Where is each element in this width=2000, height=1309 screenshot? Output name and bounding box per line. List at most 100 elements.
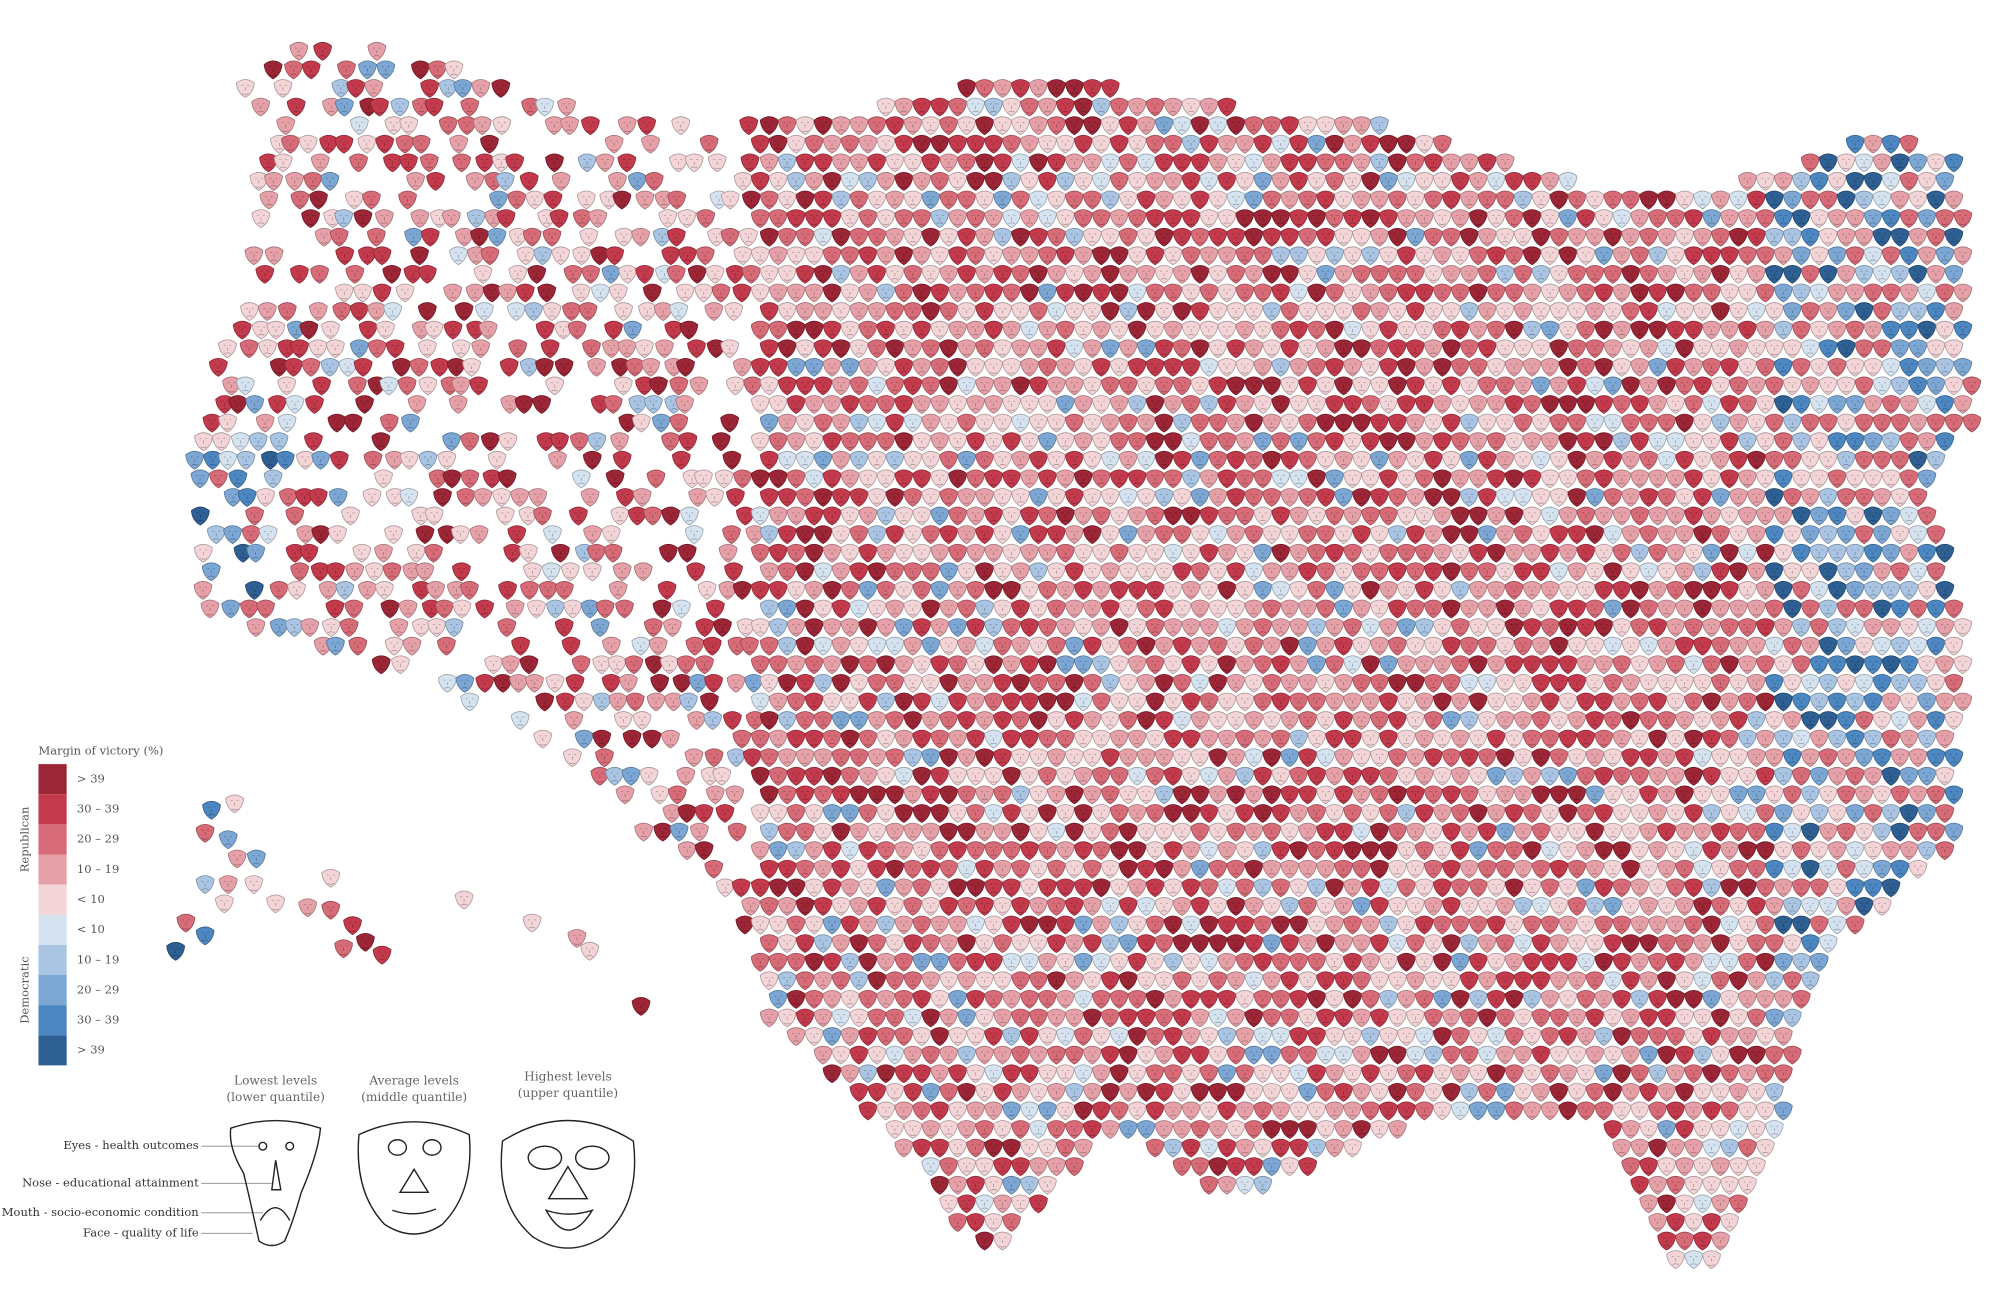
county-face [1370,339,1389,359]
county-face [1729,339,1748,359]
county-face [732,283,752,303]
county-face [411,134,431,154]
county-face [894,357,914,377]
county-face [795,265,815,284]
county-face [1370,116,1389,136]
county-face [1549,376,1569,396]
county-face [1145,395,1165,414]
county-face [1800,413,1820,433]
county-face [1172,190,1192,210]
county-face [822,395,842,414]
county-face [1917,283,1937,303]
county-face [1145,246,1165,266]
face-features [705,140,713,151]
county-face [733,469,752,489]
county-face [417,302,437,321]
county-face [284,357,303,377]
county-face [482,469,502,489]
face-features [1079,103,1088,113]
county-face [768,246,788,266]
county-face [1388,413,1407,433]
county-face [1029,302,1048,321]
county-face [750,357,770,377]
county-face [329,227,349,247]
county-face [457,116,477,136]
county-face [1082,339,1102,359]
face-features [1142,122,1150,132]
county-face [472,116,492,136]
face-features [433,66,442,77]
county-face [1361,209,1380,229]
county-face [1639,339,1659,359]
county-face [1962,376,1982,396]
face-features [1061,103,1070,113]
county-face [1432,209,1452,229]
county-face [1172,413,1192,433]
county-face [1791,320,1811,340]
county-face [562,302,581,321]
county-face [446,357,466,377]
county-face [1334,265,1353,284]
county-face [1630,209,1650,229]
county-face [1657,190,1677,210]
face-features [891,196,899,206]
face-features [582,196,591,206]
county-face [535,97,555,117]
county-face [705,265,725,284]
county-face [1486,357,1506,377]
county-face [1038,134,1057,154]
county-face [489,190,508,210]
county-face [714,469,734,489]
county-face [939,376,959,396]
face-features [1043,103,1052,113]
county-face [1549,265,1569,284]
face-features [369,84,378,94]
county-face [921,190,941,210]
face-features [998,122,1007,132]
county-face [1621,450,1641,470]
county-face [858,432,878,452]
county-face [1747,190,1766,210]
face-features [900,103,908,113]
county-face [1756,357,1775,377]
county-face [1495,302,1515,321]
county-face [507,190,527,210]
county-face [1262,339,1282,359]
county-face [1818,450,1838,470]
county-face [644,395,663,414]
county-face [259,190,279,210]
county-face [1477,450,1497,470]
county-face [1235,283,1255,303]
face-features [917,140,926,151]
face-features [1366,140,1375,151]
county-face [1082,376,1102,396]
county-face [1262,302,1282,321]
county-face [1154,227,1174,247]
county-face [903,265,923,284]
county-face [1495,450,1515,470]
county-face [1262,227,1282,247]
county-face [235,79,255,98]
county-face [1298,227,1318,247]
county-face [849,376,869,396]
face-features [765,122,774,133]
county-face [1531,376,1551,396]
county-face [1423,153,1443,173]
face-features [583,159,591,169]
county-face [1343,209,1362,229]
county-face [418,339,437,359]
county-face [733,172,753,191]
county-face [1441,376,1461,396]
face-features [1205,103,1213,114]
county-face [1100,302,1120,321]
county-face [1504,246,1524,266]
county-face [939,339,959,359]
county-face [1522,283,1542,303]
county-face [1791,209,1811,229]
county-face [1558,172,1578,191]
county-face [1388,339,1407,359]
county-face [1666,283,1686,303]
county-face [521,97,540,117]
face-features [1267,122,1276,132]
face-features [1025,177,1034,188]
